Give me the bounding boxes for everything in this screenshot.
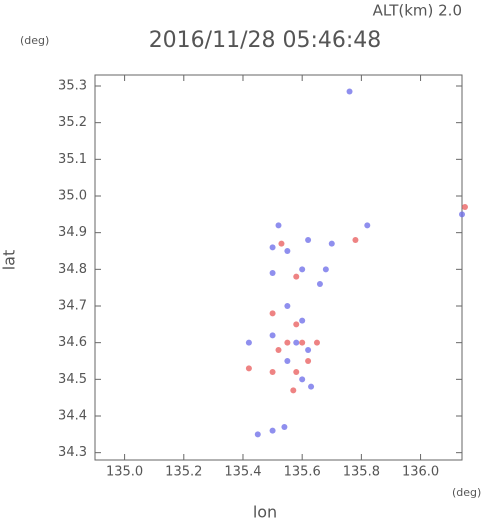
- x-tick-label: 135.0: [106, 465, 143, 480]
- point: [305, 347, 312, 353]
- point: [364, 222, 371, 229]
- point: [299, 266, 306, 273]
- point: [254, 431, 261, 438]
- y-tick-label: 34.7: [58, 299, 87, 314]
- point: [459, 211, 465, 218]
- point: [293, 339, 300, 346]
- x-tick-label: 135.6: [284, 465, 321, 480]
- y-unit: (deg): [20, 34, 49, 47]
- point: [299, 339, 306, 346]
- point: [328, 240, 335, 247]
- y-tick-label: 34.3: [58, 445, 87, 460]
- y-tick-label: 35.2: [58, 115, 87, 130]
- point: [278, 240, 285, 247]
- point: [461, 204, 468, 210]
- y-tick-label: 34.8: [58, 262, 87, 277]
- plot-frame: [94, 74, 463, 461]
- x-unit: (deg): [452, 486, 481, 499]
- point: [293, 321, 300, 328]
- y-tick-label: 35.1: [58, 152, 87, 167]
- point: [269, 244, 276, 251]
- point: [316, 281, 323, 287]
- point: [245, 339, 252, 346]
- x-tick-label: 135.4: [224, 465, 261, 480]
- y-tick-label: 34.4: [58, 409, 87, 424]
- y-tick-label: 34.6: [58, 335, 87, 350]
- x-axis-label: lon: [253, 503, 277, 522]
- point: [313, 339, 320, 346]
- point: [284, 248, 291, 254]
- point: [275, 347, 282, 353]
- point: [308, 383, 315, 390]
- point: [322, 266, 329, 273]
- point: [269, 270, 276, 276]
- x-tick-label: 136.0: [402, 465, 439, 480]
- point: [305, 237, 312, 243]
- point: [290, 387, 297, 394]
- y-tick-label: 35.0: [58, 189, 87, 204]
- point: [269, 332, 276, 339]
- y-tick-label: 34.5: [58, 372, 87, 387]
- point: [281, 424, 288, 430]
- point: [269, 310, 276, 317]
- point: [305, 358, 312, 364]
- y-tick-label: 35.3: [58, 79, 87, 94]
- y-axis-label: lat: [0, 250, 19, 271]
- point: [299, 317, 306, 324]
- point: [352, 237, 359, 243]
- x-tick-label: 135.8: [343, 465, 380, 480]
- point: [284, 303, 291, 309]
- point: [284, 358, 291, 364]
- point: [346, 88, 353, 95]
- point: [275, 222, 282, 229]
- point: [299, 376, 306, 383]
- y-tick-label: 34.9: [58, 225, 87, 240]
- point: [269, 369, 276, 375]
- point: [245, 365, 252, 372]
- x-tick-label: 135.2: [165, 465, 202, 480]
- chart-title: 2016/11/28 05:46:48: [149, 28, 382, 53]
- point: [293, 273, 300, 280]
- point: [293, 369, 300, 375]
- point: [269, 427, 276, 434]
- subtitle: ALT(km) 2.0: [373, 2, 462, 20]
- point: [284, 339, 291, 346]
